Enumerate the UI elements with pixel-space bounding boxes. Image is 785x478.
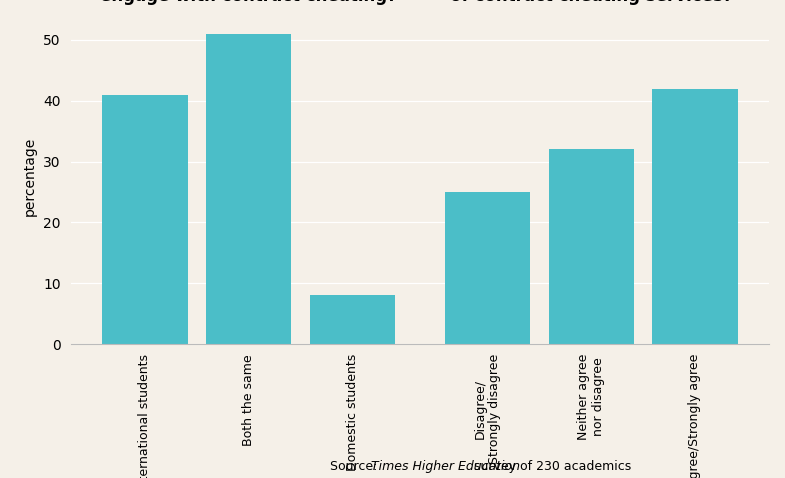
Y-axis label: percentage: percentage [22,137,36,217]
Bar [206,34,291,344]
Bar [652,88,738,344]
Bar [445,192,530,344]
Text: survey of 230 academics: survey of 230 academics [470,460,631,473]
Text: Source:: Source: [330,460,381,473]
Bar [310,295,395,344]
Text: Times Higher Education: Times Higher Education [371,460,520,473]
Bar [549,150,633,344]
Bar [102,95,188,344]
Text: How much do you agree that
university admission standards are
partly to blame fo: How much do you agree that university ad… [426,0,757,5]
Text: Who do you find more likely to
engage with contract cheating?: Who do you find more likely to engage wi… [100,0,397,5]
